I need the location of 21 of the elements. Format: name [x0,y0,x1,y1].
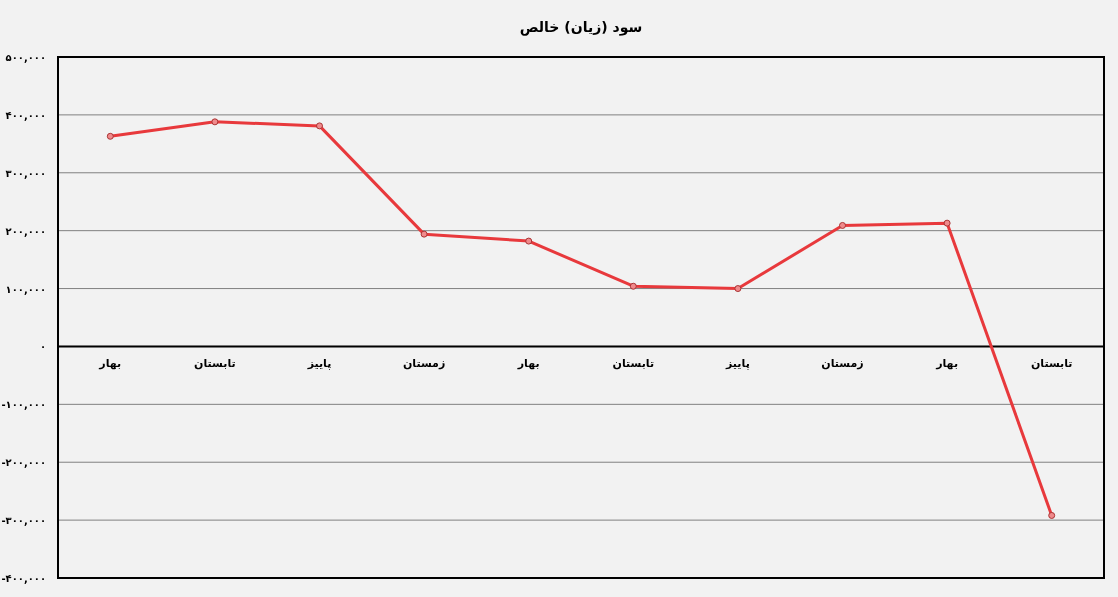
x-tick-label: زمستان [821,357,864,371]
x-tick-label: زمستان [402,357,446,371]
y-tick-label: ۱۰۰,۰۰۰ [5,283,46,295]
x-tick-label: بهار [516,357,540,371]
x-tick-label: تابستان [612,357,655,371]
x-tick-label: تابستان [194,357,236,371]
x-tick-label: بهار [98,357,122,371]
y-tick-label: ۳۰۰,۰۰۰ [5,167,46,179]
y-tick-label: ۴۰۰,۰۰۰ [5,109,46,121]
y-tick-label: ۲۰۰,۰۰۰ [5,225,46,237]
x-tick-label: تابستان [1030,357,1073,371]
y-tick-label: -۴۰۰,۰۰۰ [1,573,46,584]
chart-title: سود (زیان) خالص [519,19,643,36]
y-tick-label: -۱۰۰,۰۰۰ [1,399,46,411]
x-tick-label: پاییز [725,357,750,371]
y-tick-label: ۰ [39,341,46,353]
y-tick-label: -۲۰۰,۰۰۰ [1,457,46,469]
x-tick-label: پاییز [306,357,332,371]
x-tick-label: بهار [935,357,959,371]
y-tick-label: -۳۰۰,۰۰۰ [1,515,46,527]
y-tick-label: ۵۰۰,۰۰۰ [5,52,46,63]
